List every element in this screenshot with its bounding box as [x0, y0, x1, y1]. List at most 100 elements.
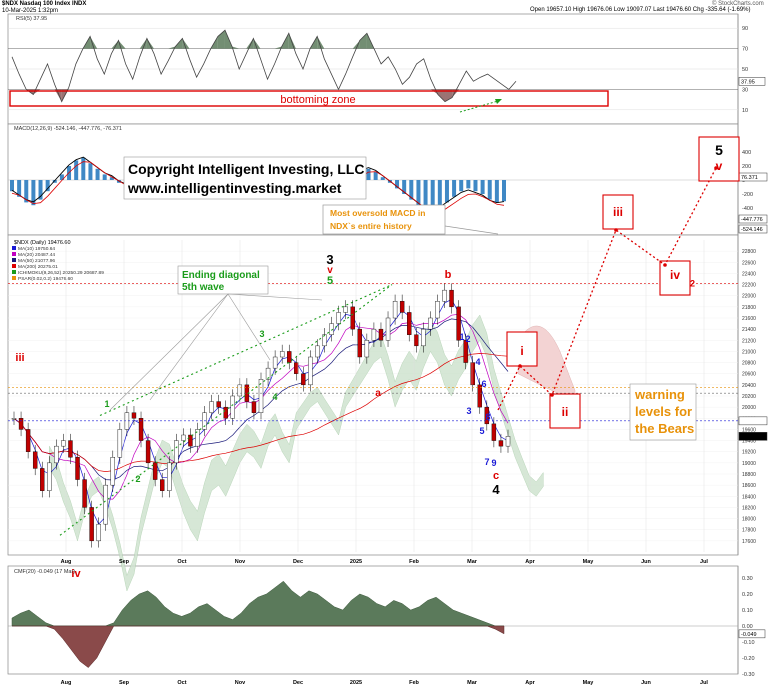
- cmf-tick-label: -0.10: [742, 640, 755, 646]
- price-candle: [421, 328, 426, 347]
- wave-label-blue-1: 1: [459, 332, 464, 342]
- projection-arrowhead: [614, 228, 618, 232]
- macd-histogram-bar: [52, 180, 57, 183]
- macd-histogram-bar: [444, 180, 449, 203]
- macd-histogram-bar: [473, 180, 478, 192]
- wave-label-3: 3: [326, 252, 333, 267]
- price-tick-label: 21400: [742, 327, 756, 333]
- projection-box-5: [698, 136, 740, 182]
- rsi-overbought-fill: [182, 38, 190, 49]
- price-candle: [110, 457, 116, 486]
- cmf-tick-label: -0.20: [742, 656, 755, 662]
- price-candle: [152, 462, 158, 480]
- price-candle: [54, 445, 59, 464]
- rsi-divergence-arrowhead: [495, 99, 502, 104]
- month-label: Jun: [641, 559, 651, 565]
- macd-tick-label: -200: [742, 192, 753, 198]
- price-candle: [449, 289, 454, 308]
- macd-histogram-bar: [366, 168, 371, 180]
- month-label-bottom: Mar: [467, 680, 478, 685]
- diagonal-lower-line: [59, 284, 393, 536]
- month-label-bottom: Feb: [409, 680, 419, 685]
- price-tick-label: 19200: [742, 450, 756, 456]
- ending-diagonal-pointer: [227, 293, 271, 361]
- legend-entry: MA(10) 19750.64: [18, 246, 55, 252]
- rsi-oversold-fill: [54, 89, 62, 102]
- legend-entry: MA(50) 21077.96: [18, 258, 55, 264]
- projection-arrowhead: [518, 364, 522, 368]
- ma-200-line: [13, 353, 509, 472]
- legend-swatch: [12, 246, 16, 250]
- price-tick-label: 17800: [742, 528, 756, 534]
- price-candle: [96, 523, 101, 542]
- wave-label-5-proj: 5: [715, 142, 723, 158]
- rsi-overbought-fill: [232, 46, 240, 49]
- legend-entry: MA(200) 20275.01: [18, 264, 58, 270]
- legend-entry: MA(20) 20487.44: [18, 252, 55, 258]
- macd-histogram-bar: [466, 180, 471, 189]
- price-candle: [103, 484, 108, 525]
- rsi-tick-label: 10: [742, 108, 748, 114]
- price-candle: [82, 479, 87, 508]
- legend-swatch: [12, 264, 16, 268]
- price-candle: [61, 440, 66, 447]
- macd-oversold-label-2: NDX`s entire history: [330, 221, 412, 231]
- cmf-negative-area: [12, 625, 505, 668]
- price-candle: [258, 379, 264, 413]
- price-tick-label: 22400: [742, 271, 756, 277]
- macd-oversold-label-1: Most oversold MACD in: [330, 208, 425, 218]
- month-label: Dec: [293, 559, 303, 565]
- price-candle: [308, 356, 313, 386]
- price-tick-label: 21200: [742, 338, 756, 344]
- month-label-bottom: May: [583, 680, 595, 685]
- price-candle: [407, 312, 412, 335]
- rsi-divergence-arrow: [459, 100, 499, 113]
- cmf-tick-label: 0.10: [742, 608, 753, 614]
- wave-label-blue-8: 8: [485, 412, 490, 422]
- macd-histogram-bar: [487, 180, 492, 200]
- price-candle: [32, 451, 38, 469]
- projection-box-iv: [659, 260, 691, 296]
- month-label: Oct: [177, 559, 186, 565]
- month-label-bottom: 2025: [350, 680, 362, 685]
- macd-histogram-bar: [109, 177, 114, 180]
- macd-histogram-bar: [423, 180, 428, 211]
- wave-label-i: i: [520, 344, 523, 358]
- price-candle: [251, 401, 257, 413]
- macd-histogram-bar: [45, 180, 50, 192]
- wave-label-blue-6: 6: [481, 379, 486, 389]
- macd-tick-label: 200: [742, 164, 751, 170]
- month-label: 2025: [350, 559, 362, 565]
- price-candle: [498, 440, 504, 447]
- price-candle: [435, 301, 440, 319]
- macd-histogram-bar: [38, 180, 43, 200]
- month-label: Nov: [235, 559, 246, 565]
- month-label-bottom: Dec: [293, 680, 303, 685]
- rsi-tick-label: 50: [742, 67, 748, 73]
- price-tick-label: 21800: [742, 305, 756, 311]
- price-tick-label: 20200: [742, 394, 756, 400]
- month-label: Apr: [525, 559, 535, 565]
- copyright-line-2: www.intelligentinvesting.market: [127, 180, 342, 196]
- price-candle: [505, 436, 511, 447]
- month-label-bottom: Jun: [641, 680, 651, 685]
- wave-label-iv-proj: iv: [670, 268, 680, 282]
- price-candle: [68, 440, 73, 458]
- wave-label-a: a: [375, 388, 381, 399]
- price-tick-label: 22600: [742, 260, 756, 266]
- macd-histogram-bar: [459, 180, 464, 192]
- wave-label-blue-9: 9: [491, 458, 496, 468]
- price-candle: [385, 317, 391, 341]
- rsi-overbought-fill: [168, 46, 176, 49]
- wave-label-blue-5: 5: [479, 426, 484, 436]
- wave-label-c: c: [493, 470, 499, 482]
- cmf-tick-label: 0.20: [742, 592, 753, 598]
- ending-diagonal-pointer: [227, 293, 323, 301]
- ending-diagonal-label-1: Ending diagonal: [182, 270, 260, 281]
- price-candle: [343, 306, 348, 313]
- rsi-tick-label: 30: [742, 87, 748, 93]
- rsi-overbought-fill: [111, 40, 119, 49]
- macd-tick-label: 400: [742, 150, 751, 156]
- macd-badge-1: 76.371: [741, 175, 758, 181]
